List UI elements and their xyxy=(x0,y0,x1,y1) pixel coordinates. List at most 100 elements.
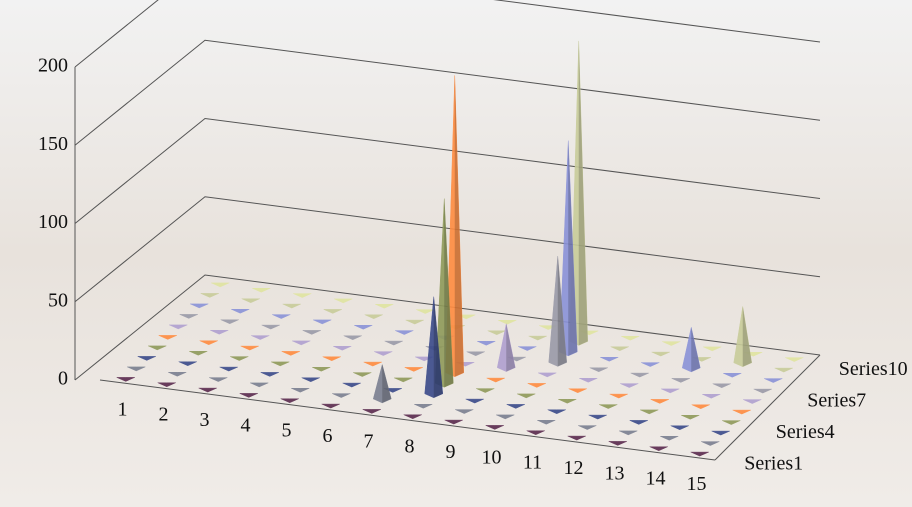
pyramid xyxy=(661,388,680,394)
grid-line xyxy=(74,39,821,146)
pyramid xyxy=(733,306,753,368)
pyramid xyxy=(169,324,188,330)
pyramid-shade xyxy=(557,255,567,367)
pyramid xyxy=(548,255,568,367)
pyramid xyxy=(701,441,720,446)
pyramid xyxy=(230,356,249,361)
pyramid xyxy=(362,409,381,414)
pyramid xyxy=(293,293,312,298)
pyramid xyxy=(506,404,525,409)
pyramid xyxy=(691,404,710,410)
x-tick-label: 8 xyxy=(405,436,415,458)
pyramid xyxy=(620,383,639,388)
pyramid xyxy=(282,303,301,309)
pyramid xyxy=(261,324,280,330)
pyramid xyxy=(774,367,793,373)
pyramid xyxy=(190,303,209,309)
pyramid xyxy=(323,309,342,314)
pyramid xyxy=(723,373,742,378)
pyramid xyxy=(179,314,198,319)
pyramid xyxy=(148,345,167,351)
pyramid xyxy=(198,387,217,393)
pyramid xyxy=(690,451,709,457)
pyramid xyxy=(444,419,463,425)
pyramid xyxy=(292,340,311,346)
series-label: Series1 xyxy=(744,452,803,474)
pyramid xyxy=(332,393,351,398)
pyramid xyxy=(374,351,393,356)
pyramid xyxy=(364,314,383,320)
pyramid xyxy=(496,414,515,420)
pyramid xyxy=(608,441,627,446)
pyramid xyxy=(660,436,679,441)
pyramid xyxy=(251,335,270,340)
pyramid xyxy=(333,346,352,351)
pyramid xyxy=(239,393,258,398)
pyramid xyxy=(476,388,495,393)
pyramid xyxy=(732,409,751,415)
pyramid xyxy=(199,340,218,346)
pyramid xyxy=(395,330,414,335)
x-tick-label: 5 xyxy=(282,420,292,442)
grid-line xyxy=(74,117,821,224)
pyramid xyxy=(702,394,721,399)
pyramid xyxy=(588,414,607,420)
pyramid xyxy=(363,361,382,367)
pyramid-shade xyxy=(506,323,516,372)
pyramid xyxy=(301,377,320,383)
x-tick-label: 15 xyxy=(687,473,707,495)
pyramid xyxy=(178,361,197,367)
pyramid xyxy=(321,403,340,409)
x-tick-label: 11 xyxy=(523,452,542,474)
pyramid xyxy=(785,357,804,362)
pyramid xyxy=(547,409,566,415)
pyramid xyxy=(343,335,362,341)
y-tick-label: 50 xyxy=(48,289,68,311)
pyramid xyxy=(496,323,516,372)
pyramid xyxy=(375,304,394,309)
pyramid-shade xyxy=(742,306,752,367)
y-tick-label: 150 xyxy=(38,133,68,155)
pyramid xyxy=(518,346,537,351)
pyramid-shade xyxy=(444,198,454,388)
pyramid xyxy=(424,296,444,399)
pyramid xyxy=(649,446,668,452)
pyramid xyxy=(681,327,701,373)
pyramid xyxy=(610,346,629,352)
x-tick-label: 6 xyxy=(323,425,333,447)
pyramid xyxy=(342,382,361,388)
x-tick-label: 1 xyxy=(118,398,128,420)
pyramid xyxy=(219,366,238,372)
series-label: Series10 xyxy=(839,358,908,380)
x-tick-label: 12 xyxy=(564,457,584,479)
pyramid xyxy=(384,340,403,346)
pyramid xyxy=(578,425,597,430)
pyramid xyxy=(322,356,341,362)
pyramid xyxy=(158,335,177,340)
pyramid xyxy=(354,325,373,330)
pyramid xyxy=(220,319,239,325)
pyramid xyxy=(252,288,271,293)
pyramid xyxy=(589,367,608,373)
pyramid xyxy=(260,372,279,377)
x-axis xyxy=(99,379,716,461)
pyramid xyxy=(209,377,228,382)
grid-line xyxy=(74,0,821,68)
pyramid xyxy=(722,420,741,425)
pyramid xyxy=(291,388,310,393)
pyramid xyxy=(609,393,628,399)
pyramid xyxy=(250,382,269,388)
pyramid xyxy=(498,320,517,325)
pyramid xyxy=(703,346,722,352)
grid-line xyxy=(74,274,821,381)
pyramid xyxy=(567,435,586,441)
pyramid-shade xyxy=(568,140,578,356)
pyramid-shade xyxy=(433,296,443,398)
pyramid xyxy=(137,356,156,361)
pyramid xyxy=(711,430,730,436)
pyramid xyxy=(127,366,146,372)
pyramid xyxy=(334,298,353,304)
pyramid xyxy=(353,372,372,377)
pyramid xyxy=(313,319,332,325)
